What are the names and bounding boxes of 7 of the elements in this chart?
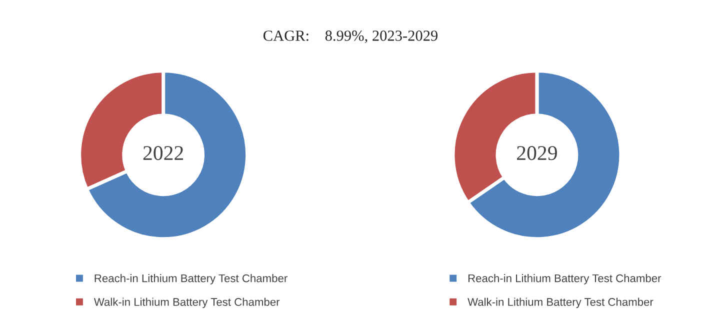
text: 2022 (143, 146, 184, 160)
legend-label: Walk-in Lithium Battery Test Chamber (468, 298, 654, 308)
text: CAGR: 8.99%, 2023-2029 (263, 30, 438, 44)
legend-label: Walk-in Lithium Battery Test Chamber (94, 298, 280, 308)
text: 2029 (517, 146, 557, 160)
legend-label: Reach-in Lithium Battery Test Chamber (468, 274, 662, 284)
legend-label: Reach-in Lithium Battery Test Chamber (94, 274, 288, 284)
